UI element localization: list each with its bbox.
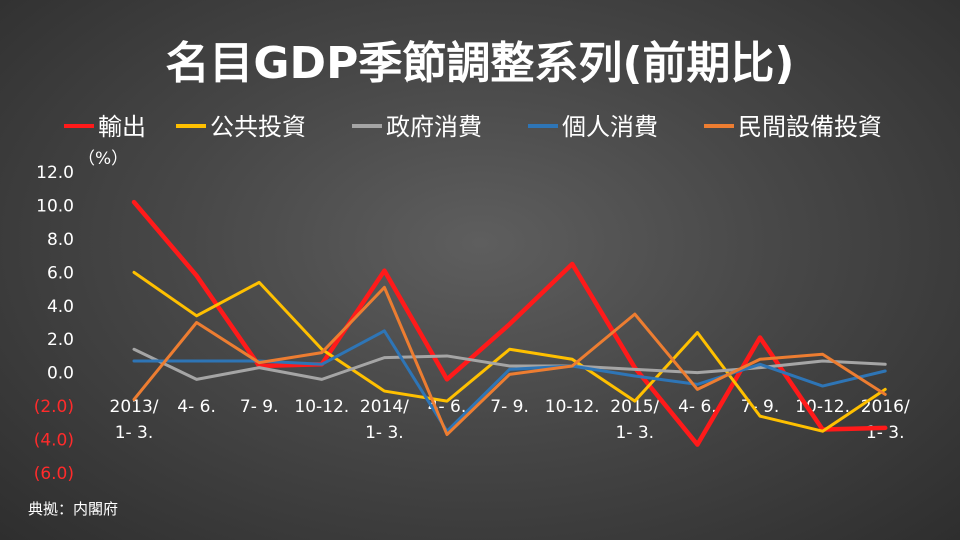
legend-label: 輸出 (98, 113, 146, 141)
x-tick-label: 2014/ (360, 397, 409, 417)
series-line (131, 199, 888, 447)
series-line (132, 270, 887, 433)
y-tick-label: 8.0 (47, 230, 74, 250)
y-axis-ticks: 12.0 10.0 8.0 6.0 4.0 2.0 0.0 (2.0) (4.0) (6.0) (34, 163, 74, 484)
source-note: 典拠：内閣府 (28, 500, 118, 518)
legend: 輸出 公共投資 政府消費 個人消費 民間設備投資 (64, 113, 882, 141)
x-tick-label: 10-12. (545, 397, 600, 417)
y-tick-label: 10.0 (36, 196, 74, 216)
y-tick-label: (2.0) (34, 397, 74, 417)
y-tick-label: 12.0 (36, 163, 74, 183)
legend-label: 民間設備投資 (738, 113, 882, 141)
chart-title: 名目GDP季節調整系列(前期比) (165, 38, 794, 89)
legend-label: 公共投資 (210, 113, 306, 141)
series-line (132, 285, 887, 437)
x-tick-label: 7- 9. (240, 397, 279, 417)
y-tick-label: 2.0 (47, 330, 74, 350)
x-tick-label: 7- 9. (490, 397, 529, 417)
x-tick-label: 2016/ (861, 397, 910, 417)
x-tick-label: 2015/ (610, 397, 659, 417)
x-tick-label: 10-12. (294, 397, 349, 417)
y-tick-label: (6.0) (34, 464, 74, 484)
x-tick-label: 4- 6. (177, 397, 216, 417)
plot-lines (131, 199, 888, 447)
x-tick-label: 1- 3. (365, 423, 404, 443)
x-tick-label: 2013/ (110, 397, 159, 417)
series-line (132, 347, 887, 381)
y-axis-unit-label: （%） (78, 149, 128, 169)
y-tick-label: 6.0 (47, 263, 74, 283)
x-tick-label: 1- 3. (115, 423, 154, 443)
x-tick-label: 4- 6. (678, 397, 717, 417)
legend-label: 政府消費 (386, 113, 482, 141)
x-axis-ticks: 2013/1- 3. 4- 6. 7- 9. 10-12. 2014/1- 3. 4- 6… (110, 397, 910, 443)
x-tick-label: 1- 3. (616, 423, 655, 443)
y-tick-label: (4.0) (34, 431, 74, 451)
y-tick-label: 4.0 (47, 297, 74, 317)
legend-label: 個人消費 (562, 113, 658, 141)
y-tick-label: 0.0 (47, 364, 74, 384)
